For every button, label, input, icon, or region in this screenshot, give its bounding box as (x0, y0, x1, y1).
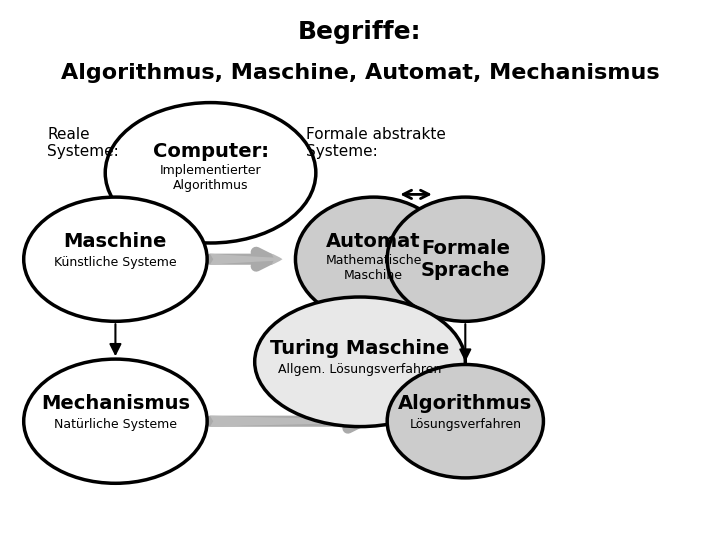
Ellipse shape (105, 103, 316, 243)
Text: Lösungsverfahren: Lösungsverfahren (409, 418, 521, 431)
Text: Mechanismus: Mechanismus (41, 394, 190, 413)
Text: Algorithmus, Maschine, Automat, Mechanismus: Algorithmus, Maschine, Automat, Mechanis… (60, 63, 660, 83)
Text: Allgem. Lösungsverfahren: Allgem. Lösungsverfahren (279, 363, 441, 376)
Text: Implementierter
Algorithmus: Implementierter Algorithmus (160, 164, 261, 192)
Ellipse shape (295, 197, 451, 321)
Text: Mathematische
Maschine: Mathematische Maschine (325, 254, 422, 282)
Text: Turing Maschine: Turing Maschine (271, 339, 449, 358)
Text: Natürliche Systeme: Natürliche Systeme (54, 418, 177, 431)
Text: Reale
Systeme:: Reale Systeme: (48, 127, 120, 159)
Text: Formale
Sprache: Formale Sprache (420, 239, 510, 280)
Ellipse shape (24, 359, 207, 483)
Text: Algorithmus: Algorithmus (398, 394, 532, 413)
Text: Formale abstrakte
Systeme:: Formale abstrakte Systeme: (306, 127, 446, 159)
Text: Künstliche Systeme: Künstliche Systeme (54, 256, 176, 269)
Text: Begriffe:: Begriffe: (298, 21, 422, 44)
Text: Automat: Automat (326, 232, 421, 251)
Ellipse shape (387, 197, 544, 321)
Ellipse shape (24, 197, 207, 321)
Ellipse shape (255, 297, 465, 427)
Text: Maschine: Maschine (64, 232, 167, 251)
Ellipse shape (387, 364, 544, 478)
Text: Computer:: Computer: (153, 141, 269, 161)
